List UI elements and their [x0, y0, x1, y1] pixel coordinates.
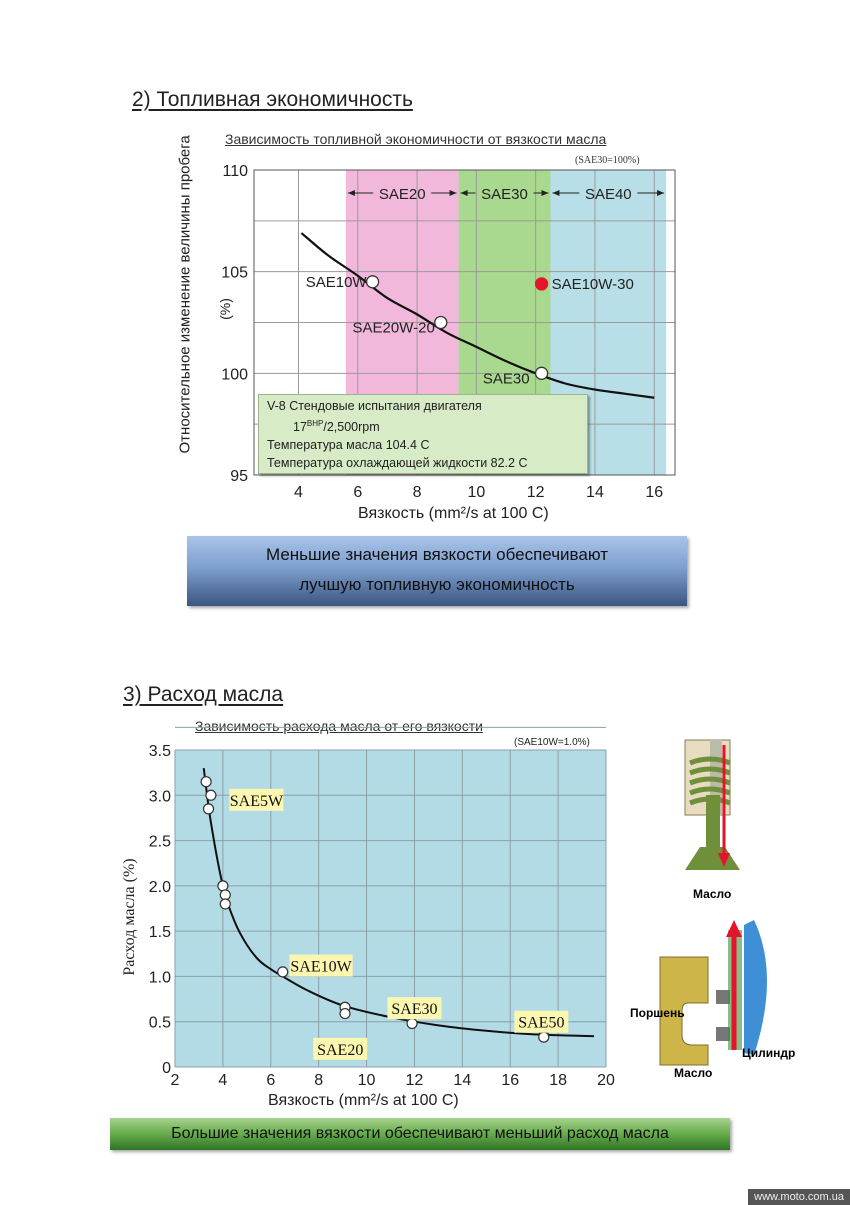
x-tick-label: 14 [453, 1072, 471, 1089]
viscosity-grade-label: SAE10W [290, 959, 352, 976]
infobox-line2-pre: 17 [293, 420, 307, 435]
data-point [219, 898, 231, 910]
viscosity-grade-tag [229, 788, 284, 811]
viscosity-grade-label: SAE30 [391, 1001, 437, 1018]
data-point [534, 277, 549, 291]
cylinder-label: Цилиндр [742, 1046, 795, 1060]
viscosity-grade-label: SAE20 [317, 1042, 363, 1059]
x-tick-label: 10 [467, 484, 485, 501]
y-tick-label: 3.5 [149, 743, 171, 760]
band-label: SAE30 [481, 186, 528, 203]
data-point [339, 1007, 351, 1020]
band-label: SAE40 [585, 186, 632, 203]
y-tick-label: 1.0 [149, 969, 171, 986]
data-point [205, 789, 217, 801]
y-tick-label: 2.0 [149, 879, 171, 896]
x-tick-label: 10 [358, 1072, 376, 1089]
x-tick-label: 6 [353, 484, 362, 501]
data-point [365, 275, 380, 289]
band-arrowhead [449, 190, 457, 196]
point-label: SAE10W [306, 274, 368, 291]
fuel-chart-subtitle: Зависимость топливной экономичности от в… [225, 131, 607, 147]
y-tick-label: 2.5 [149, 834, 171, 851]
x-tick-label: 14 [586, 484, 604, 501]
infobox-line1: V-8 Стендовые испытания двигателя [267, 399, 482, 413]
point-label: SAE10W-30 [552, 276, 634, 293]
x-tick-label: 12 [527, 484, 545, 501]
viscosity-grade-label: SAE5W [230, 793, 284, 810]
site-watermark: www.moto.com.ua [748, 1189, 850, 1205]
valve-illustration [684, 739, 740, 870]
band-label: SAE20 [379, 186, 426, 203]
x-tick-label: 4 [218, 1072, 227, 1089]
data-point [538, 1031, 550, 1043]
x-tick-label: 8 [413, 484, 422, 501]
y-tick-label: 0 [162, 1060, 171, 1077]
fuel-economy-curve [300, 232, 655, 399]
y-tick-label: 95 [230, 468, 248, 485]
y-tick-label: 110 [222, 163, 248, 180]
x-tick-label: 6 [266, 1072, 275, 1089]
x-tick-label: 18 [549, 1072, 567, 1089]
x-tick-label: 20 [597, 1072, 615, 1089]
viscosity-grade-tag [313, 1037, 368, 1060]
infobox-line2-sup: BHP [306, 419, 324, 428]
data-point [534, 366, 549, 380]
y-tick-label: 1.5 [149, 924, 171, 941]
x-tick-label: 12 [406, 1072, 424, 1089]
oil-chart-subtitle: Зависимость расхода масла от его вязкост… [195, 718, 483, 734]
fuel-chart-xlabel: Вязкость (mm²/s at 100 C) [358, 505, 549, 522]
engine-oil-diagram: Масло Поршень Масло Цилиндр [630, 739, 795, 1080]
fuel-chart-note: (SAE30=100%) [575, 155, 640, 166]
data-point [434, 315, 448, 330]
y-tick-label: 0.5 [149, 1015, 171, 1032]
band-arrowhead [552, 190, 560, 196]
viscosity-grade-tag [514, 1010, 569, 1033]
data-point [202, 803, 215, 815]
test-conditions-box: V-8 Стендовые испытания двигателя 17BHP/… [258, 394, 588, 474]
data-point [277, 966, 289, 978]
y-tick-label: 105 [221, 265, 248, 282]
oil-label-bottom: Масло [674, 1066, 712, 1080]
x-tick-label: 8 [314, 1072, 323, 1089]
plot-frame [253, 169, 676, 476]
y-tick-label: 3.0 [149, 788, 171, 805]
x-tick-label: 16 [501, 1072, 519, 1089]
viscosity-grade-tag [289, 954, 353, 977]
fuel-conclusion-banner: Меньшие значения вязкости обеспечивают л… [187, 536, 687, 606]
section-fuel-title: 2) Топливная экономичность [132, 88, 413, 111]
section-oil-title: 3) Расход масла [123, 683, 284, 706]
oil-label-top: Масло [693, 887, 731, 901]
piston-label: Поршень [630, 1006, 685, 1020]
x-tick-label: 2 [171, 1072, 180, 1089]
data-point [217, 880, 229, 892]
fuel-banner-line2: лучшую топливную экономичность [299, 575, 575, 594]
data-point [406, 1017, 418, 1030]
band-arrowhead [347, 190, 355, 196]
oil-chart-note: (SAE10W=1.0%) [514, 737, 590, 748]
fuel-banner-line1: Меньшие значения вязкости обеспечивают [265, 545, 609, 564]
infobox-line2-post: /2,500rpm [323, 420, 380, 435]
data-point [200, 776, 212, 788]
y-tick-label: 100 [221, 366, 248, 383]
infobox-line3: Температура масла 104.4 C [267, 438, 430, 453]
x-tick-label: 4 [294, 484, 303, 501]
infobox-line2: 17BHP/2,500rpm [267, 415, 579, 436]
viscosity-grade-label: SAE50 [518, 1015, 564, 1032]
band-arrowhead [657, 190, 665, 196]
band-arrowhead [460, 190, 468, 196]
oil-chart-xlabel: Вязкость (mm²/s at 100 C) [268, 1092, 459, 1109]
point-label: SAE20W-20 [353, 320, 435, 337]
oil-conclusion-banner: Большие значения вязкости обеспечивают м… [110, 1118, 730, 1150]
piston-illustration [659, 920, 767, 1066]
viscosity-grade-tag [387, 997, 442, 1020]
point-label: SAE30 [483, 370, 530, 387]
x-tick-label: 16 [645, 484, 663, 501]
infobox-line4: Температура охлаждающей жидкости 82.2 C [267, 456, 528, 471]
band-arrowhead [541, 190, 549, 196]
